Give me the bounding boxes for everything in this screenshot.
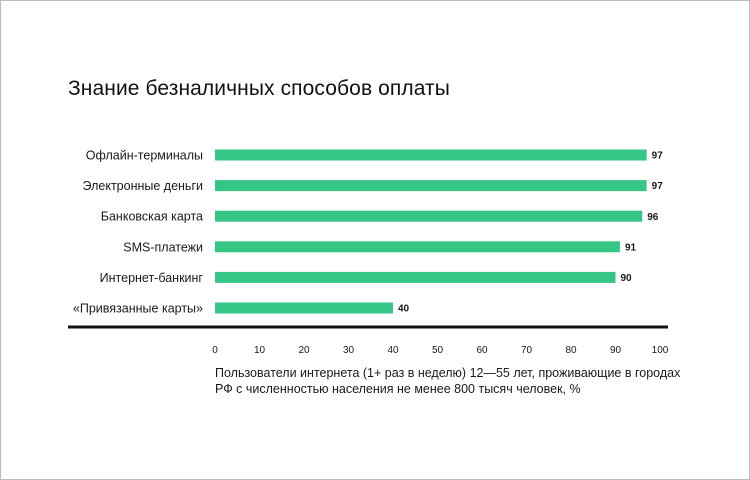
chart-title: Знание безналичных способов оплаты: [68, 77, 450, 100]
category-label: Электронные деньги: [83, 179, 203, 193]
x-tick-label: 30: [343, 345, 355, 356]
chart-footnote: Пользователи интернета (1+ раз в неделю)…: [215, 366, 681, 396]
value-label: 97: [652, 151, 664, 162]
category-label: «Привязанные карты»: [73, 302, 203, 316]
x-tick-label: 100: [652, 345, 669, 356]
x-tick-label: 70: [521, 345, 533, 356]
x-tick-label: 60: [476, 345, 488, 356]
x-tick-label: 90: [610, 345, 622, 356]
bar: [215, 210, 643, 222]
bar: [215, 180, 647, 192]
bar: [215, 241, 620, 253]
category-label: Банковская карта: [101, 210, 203, 224]
x-tick-label: 40: [387, 345, 399, 356]
x-tick-label: 80: [565, 345, 577, 356]
x-tick-label: 20: [298, 345, 310, 356]
value-label: 97: [652, 181, 664, 192]
x-tick-label: 10: [254, 345, 266, 356]
category-label: SMS-платежи: [123, 240, 203, 254]
x-tick-label: 50: [432, 345, 444, 356]
bar: [215, 302, 393, 314]
value-label: 91: [625, 242, 637, 253]
category-label: Интернет-банкинг: [100, 271, 204, 285]
bar: [215, 271, 616, 283]
bar: [215, 149, 647, 161]
value-label: 96: [647, 212, 659, 223]
value-label: 90: [621, 273, 633, 284]
x-tick-label: 0: [212, 345, 218, 356]
value-label: 40: [398, 304, 410, 315]
category-label: Офлайн-терминалы: [86, 149, 203, 163]
